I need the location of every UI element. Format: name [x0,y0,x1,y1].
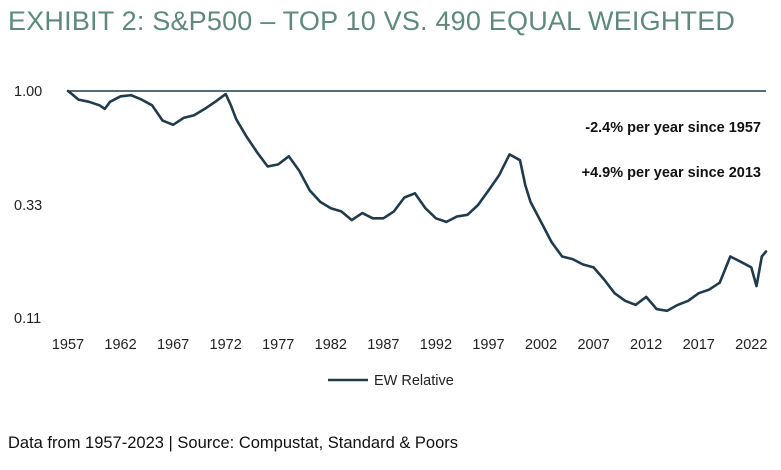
x-tick-label: 1977 [262,337,294,353]
chart-canvas: 1.00 0.33 0.11 1957 1962 1967 1972 1977 1982 198… [14,84,768,389]
x-tick-label: 1987 [367,337,399,353]
x-axis-ticks: 1957 1962 1967 1972 1977 1982 1987 1992 1997 2002… [52,337,768,353]
source-note: Data from 1957-2023 | Source: Compustat,… [8,434,459,452]
annotation-2: +4.9% per year since 2013 [582,165,761,181]
x-tick-label: 1982 [315,337,347,353]
y-axis-ticks: 1.00 0.33 0.11 [14,84,42,327]
y-tick-label: 0.11 [14,311,41,327]
series-line-1 [66,89,768,313]
x-tick-label: 2022 [735,337,767,353]
series-layer [66,89,768,313]
x-tick-label: 2012 [630,337,662,353]
x-tick-label: 1962 [104,337,136,353]
annotation-1: -2.4% per year since 1957 [585,120,761,136]
y-tick-label: 0.33 [14,198,42,214]
x-tick-label: 1997 [472,337,504,353]
x-tick-label: 1957 [52,337,84,353]
x-tick-label: 1967 [157,337,189,353]
annotations: -2.4% per year since 1957 +4.9% per year … [582,120,761,181]
legend: EW Relative [328,373,454,389]
x-tick-label: 2007 [577,337,609,353]
x-tick-label: 2002 [525,337,557,353]
chart-title: EXHIBIT 2: S&P500 – TOP 10 VS. 490 EQUAL… [8,6,736,36]
legend-label: EW Relative [374,373,454,389]
x-tick-label: 1992 [420,337,452,353]
y-tick-label: 1.00 [14,84,42,100]
x-tick-label: 2017 [683,337,715,353]
x-tick-label: 1972 [210,337,242,353]
